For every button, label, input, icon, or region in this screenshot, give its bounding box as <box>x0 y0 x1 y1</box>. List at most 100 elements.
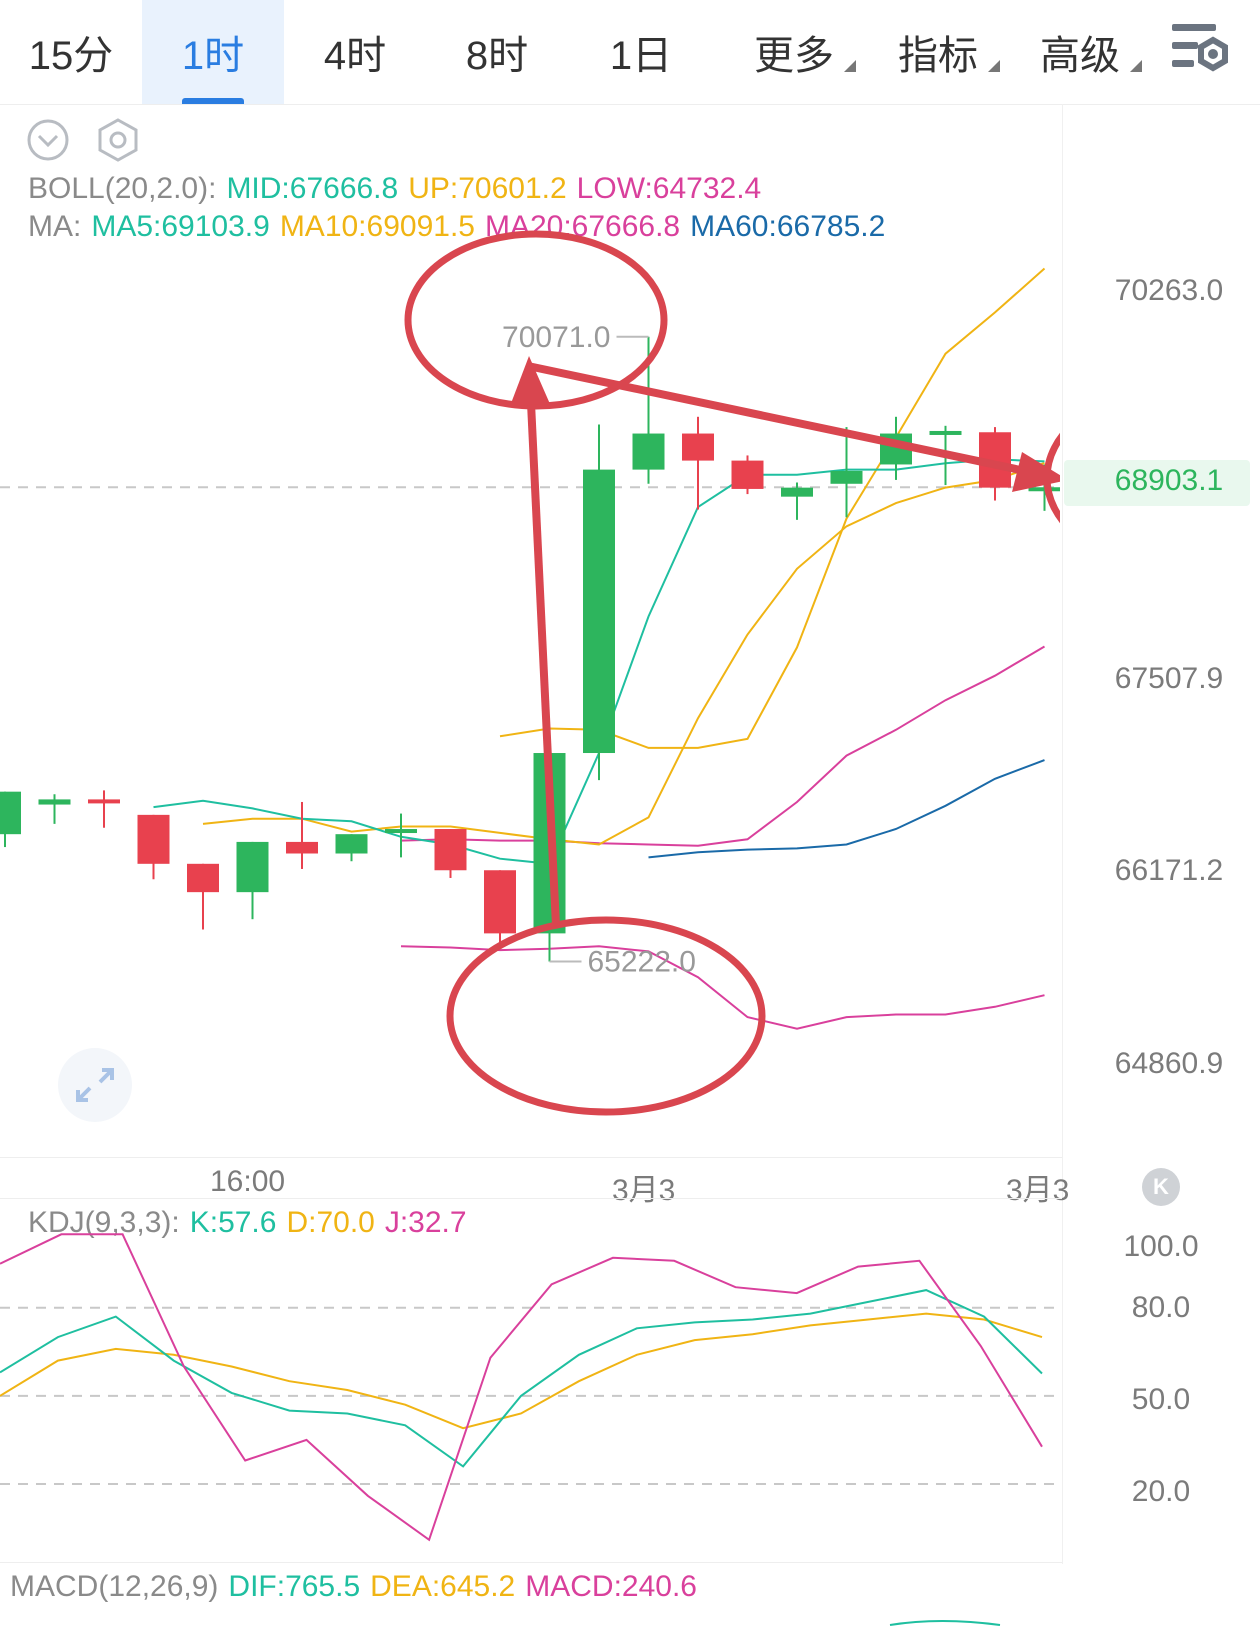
annotation-circle-high <box>404 230 668 410</box>
candle-body <box>830 470 863 484</box>
candle <box>830 427 863 518</box>
tab-label: 4时 <box>323 34 387 78</box>
time-axis-divider <box>0 1157 1062 1158</box>
boll-mid-value: MID:67666.8 <box>226 172 399 205</box>
dropdown-corner-icon <box>844 60 856 72</box>
candle <box>632 336 665 484</box>
macd-info-line: MACD(12,26,9) DIF:765.5 DEA:645.2 MACD:240.… <box>10 1570 707 1604</box>
ma5-value: MA5:69103.9 <box>91 210 270 243</box>
kdj-j-value: J:32.7 <box>384 1206 467 1239</box>
candle <box>137 814 170 880</box>
annotation-arrow-up-head <box>510 356 550 406</box>
macd-dif-line-partial <box>889 1620 1001 1626</box>
tab-label: 更多 <box>754 34 834 78</box>
boll-low-value: LOW:64732.4 <box>576 172 762 205</box>
candle-body <box>286 841 318 854</box>
fullscreen-button[interactable] <box>58 1048 132 1122</box>
tab-more-dropdown[interactable]: 更多 <box>730 0 858 104</box>
ma10-value: MA10:69091.5 <box>279 210 475 243</box>
chevron-down-circle-icon <box>27 119 69 161</box>
hexagon-gear-icon <box>98 118 138 162</box>
boll-lower-band-line <box>400 945 1045 1030</box>
tab-1hour[interactable]: 1时 <box>142 0 284 104</box>
kdj-axis-label: 50.0 <box>1131 1383 1191 1416</box>
candle <box>583 424 615 781</box>
candle-body <box>929 430 962 435</box>
candle-body <box>38 799 71 805</box>
candle-body <box>731 460 764 489</box>
macd-name: MACD(12,26,9) <box>10 1570 219 1603</box>
candle <box>781 482 813 520</box>
indicator-settings-button[interactable] <box>96 118 140 162</box>
boll-name: BOLL(20,2.0): <box>28 172 217 205</box>
ma-info-line: MA: MA5:69103.9 MA10:69091.5 MA20:67666.8 MA… <box>28 210 895 244</box>
collapse-toggle-button[interactable] <box>26 118 70 162</box>
candle <box>682 416 714 510</box>
candle-body <box>236 841 269 893</box>
candle-body <box>632 433 665 470</box>
candle <box>187 863 219 930</box>
candle-body <box>583 469 615 754</box>
dropdown-corner-icon <box>988 60 1000 72</box>
candle <box>434 829 467 878</box>
candle-body <box>434 829 467 871</box>
annotation-arrow-right-head <box>1012 452 1060 492</box>
last-price-highlight <box>1064 460 1250 506</box>
candle <box>335 834 368 862</box>
tab-label: 1时 <box>181 34 245 78</box>
candle-body <box>1028 487 1060 492</box>
time-axis-label: 3月3 <box>612 1174 676 1207</box>
macd-macd-value: MACD:240.6 <box>525 1570 697 1603</box>
kdj-d-line <box>0 1312 1043 1430</box>
tab-label: 高级 <box>1040 34 1120 78</box>
kdj-k-line <box>0 1289 1043 1468</box>
price-axis-divider <box>1062 104 1063 1564</box>
kdj-chart[interactable] <box>0 1198 1060 1558</box>
boll-up-value: UP:70601.2 <box>408 172 567 205</box>
tab-4hour[interactable]: 4时 <box>290 0 420 104</box>
chart-settings-icon <box>1172 24 1228 72</box>
kdj-j-line <box>0 1233 1043 1542</box>
annotation-group <box>404 230 1060 1116</box>
kdj-k-value: K:57.6 <box>189 1206 277 1239</box>
kdj-axis-label: 80.0 <box>1131 1291 1191 1324</box>
tab-1day[interactable]: 1日 <box>576 0 706 104</box>
candle <box>286 801 318 869</box>
macd-dif-value: DIF:765.5 <box>228 1570 361 1603</box>
candle <box>731 455 764 495</box>
chart-settings-button[interactable] <box>1168 18 1232 82</box>
tab-indicators-dropdown[interactable]: 指标 <box>874 0 1002 104</box>
tab-8hour[interactable]: 8时 <box>432 0 562 104</box>
kdj-divider <box>0 1198 1062 1199</box>
kdj-axis-label: 20.0 <box>1131 1475 1191 1508</box>
k-badge-button[interactable]: K <box>1142 1168 1180 1206</box>
candle-body <box>0 791 21 835</box>
annotation-arrow-up-shaft <box>526 381 560 927</box>
candle <box>38 794 71 824</box>
candle-body <box>187 863 219 893</box>
interval-tab-bar: 15分 1时 4时 8时 1日 更多 指标 高级 <box>0 0 1260 105</box>
tab-advanced-dropdown[interactable]: 高级 <box>1016 0 1144 104</box>
candle <box>0 791 21 848</box>
candle-body <box>781 487 813 497</box>
ma60-value: MA60:66785.2 <box>690 210 886 243</box>
tab-label: 8时 <box>465 34 529 78</box>
candle <box>385 813 417 858</box>
ma60-line <box>648 759 1045 859</box>
time-axis-label: 3月3 <box>1006 1174 1070 1207</box>
dropdown-corner-icon <box>1130 60 1142 72</box>
candle-body <box>682 433 714 461</box>
ma-name: MA: <box>28 210 82 243</box>
low-price-marker: 65222.0 <box>588 945 696 978</box>
candlestick-chart[interactable]: 70071.0 65222.0 <box>0 110 1060 1150</box>
annotation-arrow-right-shaft <box>527 362 1031 476</box>
price-axis-label: 66171.2 <box>1114 854 1224 887</box>
tab-15min[interactable]: 15分 <box>8 0 134 104</box>
boll-info-line: BOLL(20,2.0): MID:67666.8 UP:70601.2 LOW:64… <box>28 172 771 206</box>
candle-body <box>484 870 516 934</box>
price-axis-label: 67507.9 <box>1114 662 1224 695</box>
tab-label: 15分 <box>28 34 114 78</box>
candle-body <box>385 829 417 834</box>
last-price-label: 68903.1 <box>1114 464 1224 497</box>
tab-label: 指标 <box>898 34 978 78</box>
